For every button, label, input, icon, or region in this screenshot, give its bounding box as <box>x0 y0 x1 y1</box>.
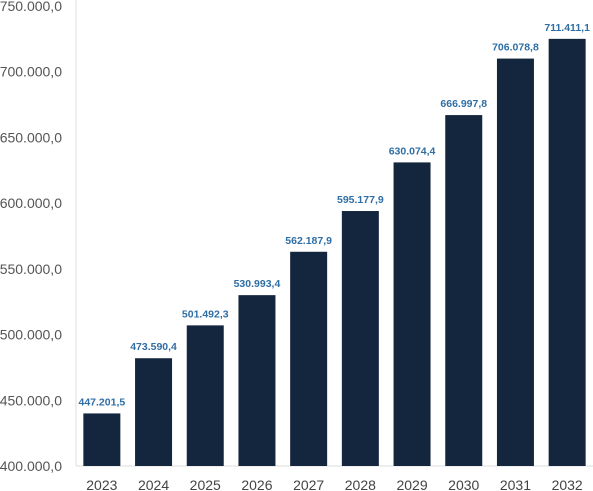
data-label: 706.078,8 <box>492 42 539 54</box>
bar-2031 <box>496 58 534 466</box>
data-labels: 447.201,5 473.590,4 501.492,3 530.993,4 562.… <box>78 22 590 409</box>
data-label: 711.411,1 <box>544 22 590 34</box>
bar-2026 <box>238 295 276 466</box>
x-tick-label: 2028 <box>345 477 376 491</box>
data-label: 501.492,3 <box>182 308 229 320</box>
y-tick-label: 700.000,0 <box>0 64 62 80</box>
bar-2025 <box>186 325 224 466</box>
data-label: 473.590,4 <box>130 341 177 353</box>
data-label: 562.187,9 <box>285 235 332 247</box>
x-tick-label: 2032 <box>552 477 583 491</box>
x-tick-label: 2027 <box>293 477 324 491</box>
data-label: 630.074,4 <box>389 145 436 157</box>
y-tick-label: 650.000,0 <box>0 129 62 145</box>
y-tick-label: 500.000,0 <box>0 327 62 343</box>
x-tick-label: 2023 <box>86 477 117 491</box>
x-axis-ticks: 2023 2024 2025 2026 2027 2028 2029 2030 2031 2032 <box>86 477 583 491</box>
bar-2028 <box>341 211 379 466</box>
bar-2023 <box>83 413 121 466</box>
y-tick-label: 600.000,0 <box>0 195 62 211</box>
y-tick-label: 450.000,0 <box>0 392 62 408</box>
x-tick-label: 2030 <box>448 477 479 491</box>
x-tick-label: 2025 <box>190 477 221 491</box>
x-tick-label: 2029 <box>396 477 427 491</box>
bars <box>83 38 586 466</box>
bar-2027 <box>290 251 328 466</box>
y-axis-ticks: 400.000,0 450.000,0 500.000,0 550.000,0 600.… <box>0 0 62 474</box>
data-label: 530.993,4 <box>234 278 281 290</box>
bar-2030 <box>445 115 483 466</box>
data-label: 666.997,8 <box>440 98 487 110</box>
bar-2024 <box>135 358 173 466</box>
x-tick-label: 2024 <box>138 477 169 491</box>
y-tick-label: 750.000,0 <box>0 0 62 14</box>
y-tick-label: 550.000,0 <box>0 261 62 277</box>
y-tick-label: 400.000,0 <box>0 458 62 474</box>
data-label: 595.177,9 <box>337 194 384 206</box>
x-tick-label: 2031 <box>500 477 531 491</box>
bar-2032 <box>548 38 586 466</box>
data-label: 447.201,5 <box>78 396 125 408</box>
bar-2029 <box>393 162 431 466</box>
x-tick-label: 2026 <box>241 477 272 491</box>
